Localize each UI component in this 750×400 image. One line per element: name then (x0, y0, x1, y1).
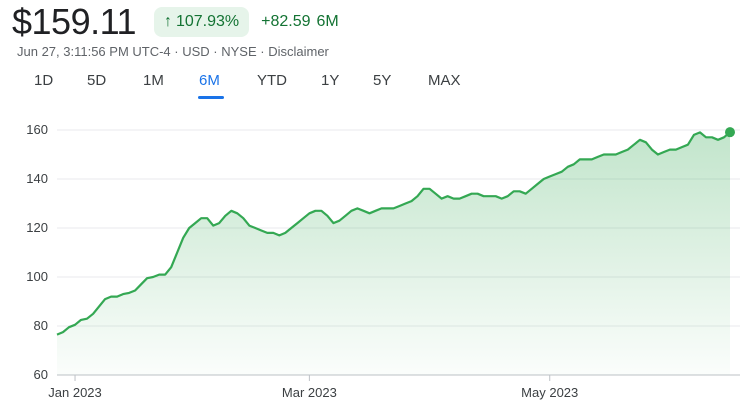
x-tick-label: May 2023 (521, 385, 578, 400)
tab-max[interactable]: MAX (428, 72, 461, 89)
tab-1y[interactable]: 1Y (321, 72, 340, 89)
quote-exchange: NYSE (221, 44, 257, 59)
x-tick-label: Jan 2023 (48, 385, 102, 400)
tab-ytd[interactable]: YTD (257, 72, 287, 89)
y-tick-label: 160 (26, 122, 48, 137)
tab-1m[interactable]: 1M (143, 72, 164, 89)
quote-header: $159.11 ↑ 107.93% +82.59 6M (12, 2, 339, 42)
x-axis: Jan 2023 Mar 2023 May 2023 (48, 375, 578, 400)
change-period: 6M (316, 13, 339, 30)
current-price-dot (725, 127, 735, 138)
y-tick-label: 120 (26, 220, 48, 235)
y-tick-label: 80 (34, 318, 48, 333)
x-tick-label: Mar 2023 (282, 385, 337, 400)
disclaimer-link[interactable]: Disclaimer (268, 44, 329, 59)
active-tab-indicator (198, 96, 224, 99)
tab-5y[interactable]: 5Y (373, 72, 392, 89)
percent-change-badge: ↑ 107.93% (153, 7, 250, 37)
tab-6m[interactable]: 6M (199, 72, 220, 89)
range-tabs: 1D 5D 1M 6M YTD 1Y 5Y MAX (0, 72, 750, 100)
price-chart[interactable]: 60 80 100 120 140 160 Jan 2023 Mar 2023 May 202… (0, 100, 750, 400)
y-tick-label: 60 (34, 367, 48, 382)
y-axis: 60 80 100 120 140 160 (26, 122, 48, 382)
percent-change-value: 107.93% (175, 13, 240, 30)
quote-timestamp: Jun 27, 3:11:56 PM UTC-4 (17, 44, 171, 59)
quote-currency: USD (182, 44, 210, 59)
price-line (56, 131, 731, 336)
y-tick-label: 140 (26, 171, 48, 186)
quote-meta: Jun 27, 3:11:56 PM UTC-4 · USD · NYSE · … (17, 44, 329, 59)
stock-price: $159.11 (12, 1, 136, 42)
absolute-change-value: +82.59 (261, 13, 311, 30)
tab-1d[interactable]: 1D (34, 72, 54, 89)
tab-5d[interactable]: 5D (87, 72, 107, 89)
y-tick-label: 100 (26, 269, 48, 284)
arrow-up-icon: ↑ (163, 13, 172, 30)
price-area (57, 132, 730, 375)
